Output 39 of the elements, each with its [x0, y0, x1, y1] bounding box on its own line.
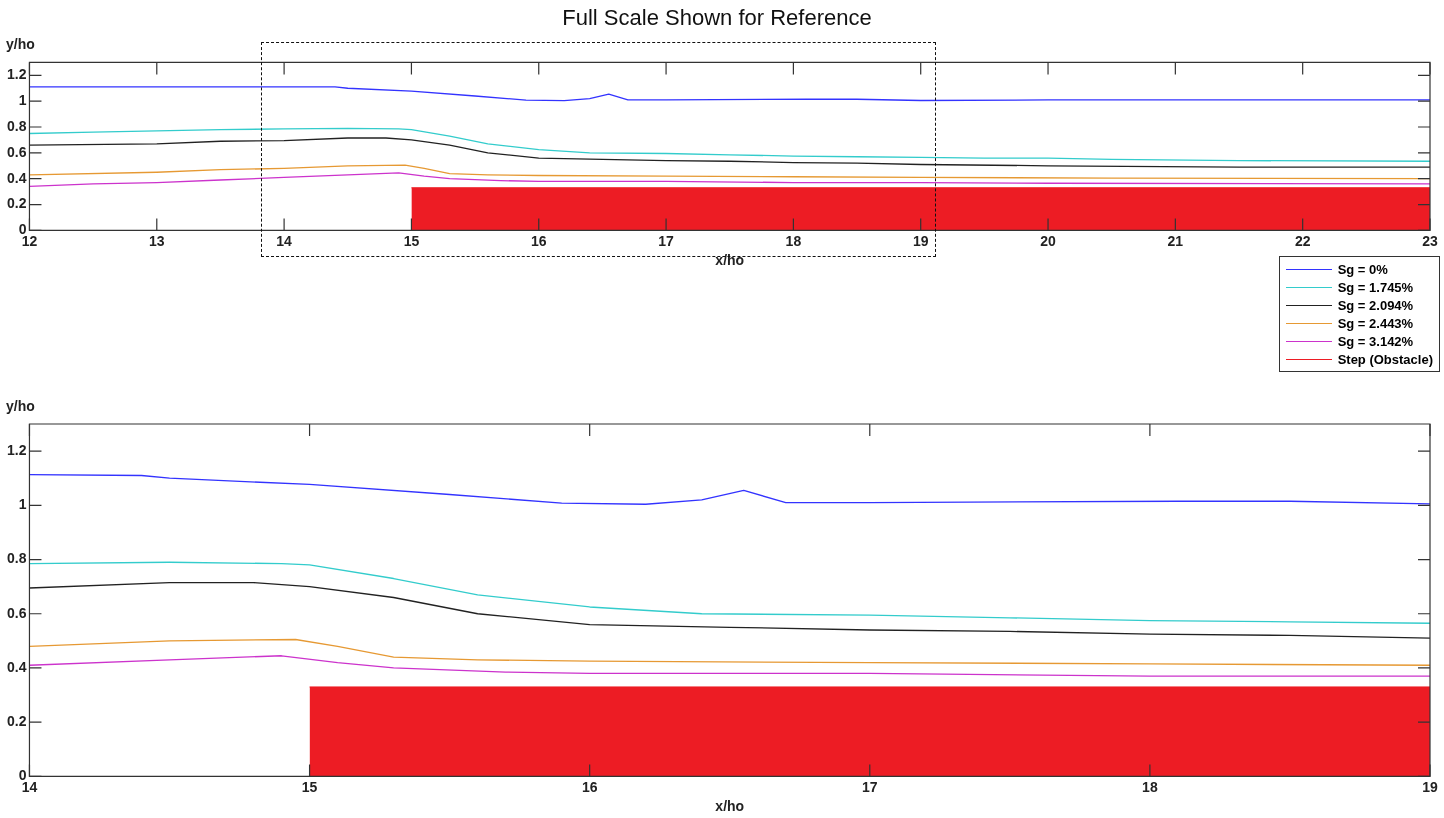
y-tick-label: 0.4 [6, 169, 27, 186]
x-tick-label: 20 [1040, 232, 1057, 249]
legend-label: Sg = 2.094% [1337, 297, 1414, 313]
y-tick-label: 1 [18, 496, 27, 513]
x-tick-label: 14 [276, 232, 293, 249]
y-axis-title: y/ho [6, 397, 35, 414]
y-tick-label: 0.2 [6, 713, 27, 730]
x-tick-label: 15 [403, 232, 420, 249]
y-tick-label: 0.6 [6, 143, 27, 160]
x-tick-label: 16 [581, 778, 598, 795]
y-tick-label: 1.2 [6, 441, 27, 458]
x-tick-label: 16 [530, 232, 547, 249]
x-tick-label: 17 [658, 232, 675, 249]
y-tick-label: 0.8 [6, 117, 27, 134]
x-tick-label: 19 [912, 232, 929, 249]
y-tick-label: 0.6 [6, 604, 27, 621]
y-tick-label: 0.8 [6, 550, 27, 567]
x-tick-label: 17 [862, 778, 878, 795]
y-axis-title: y/ho [6, 36, 35, 53]
x-tick-label: 19 [1422, 778, 1438, 795]
y-tick-label: 0.2 [6, 195, 27, 212]
x-axis-title: x/ho [715, 798, 745, 815]
legend-label: Sg = 1.745% [1337, 279, 1414, 295]
x-tick-label: 22 [1294, 232, 1311, 249]
y-tick-label: 1.2 [6, 66, 27, 83]
legend-label: Sg = 2.443% [1337, 315, 1414, 331]
legend-label: Step (Obstacle) [1337, 351, 1433, 367]
x-tick-label: 18 [785, 232, 802, 249]
x-tick-label: 18 [1142, 778, 1158, 795]
x-tick-label: 21 [1167, 232, 1184, 249]
x-tick-label: 13 [148, 232, 165, 249]
x-tick-label: 23 [1422, 232, 1438, 249]
y-tick-label: 1 [18, 92, 27, 109]
y-tick-label: 0.4 [6, 658, 27, 675]
legend-label: Sg = 0% [1337, 261, 1388, 277]
x-axis-title: x/ho [715, 252, 745, 269]
x-tick-label: 15 [301, 778, 318, 795]
legend-label: Sg = 3.142% [1337, 333, 1414, 349]
chart-title: Full Scale Shown for Reference [562, 5, 872, 31]
